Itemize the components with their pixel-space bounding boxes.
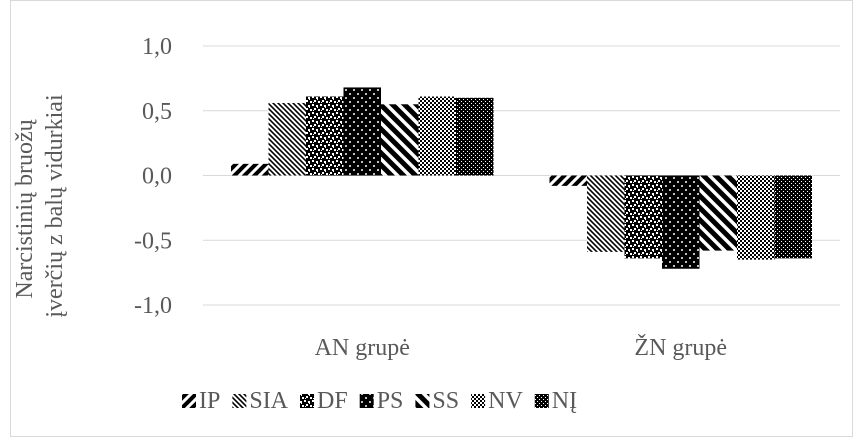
legend-swatch — [471, 394, 486, 408]
y-tick-label: -1,0 — [134, 293, 172, 319]
y-axis-label-line-1: Narcistinių bruožų — [12, 118, 38, 298]
bar-DF-2 — [624, 175, 662, 259]
legend-swatch — [534, 394, 549, 408]
bar-IP-1 — [231, 163, 269, 176]
legend-item-DF: DF — [300, 388, 348, 414]
bar-IP-2 — [549, 175, 587, 186]
legend-swatch — [415, 394, 430, 408]
y-axis-label-line-2: įverčių z balų vidurkiai — [42, 94, 68, 318]
bar-NV-2 — [737, 175, 775, 260]
y-axis-label: Narcistinių bruožų įverčių z balų vidurk… — [12, 94, 68, 318]
bar-NĮ-2 — [774, 175, 812, 259]
legend-swatch — [300, 394, 315, 408]
legend-item-SS: SS — [415, 388, 459, 414]
y-tick-label: 1,0 — [142, 34, 172, 60]
bar-SIA-2 — [587, 175, 625, 252]
bar-NV-1 — [418, 96, 456, 176]
legend-label: NV — [488, 388, 523, 414]
y-tick-label: -0,5 — [134, 228, 172, 254]
legend-label: IP — [199, 388, 220, 414]
y-tick-label: 0,5 — [142, 99, 172, 125]
x-axis-ticks: AN grupė ŽN grupė — [315, 335, 727, 361]
bar-DF-1 — [306, 96, 344, 176]
bar-PS-1 — [343, 87, 381, 176]
bar-SS-1 — [381, 104, 419, 176]
legend: IP SIA DF PS SS NV NĮ — [182, 388, 577, 414]
y-tick-label: 0,0 — [142, 164, 172, 190]
legend-item-NV: NV — [471, 388, 523, 414]
legend-item-SIA: SIA — [232, 388, 289, 414]
legend-swatch — [359, 394, 374, 408]
x-tick-label: ŽN grupė — [634, 335, 727, 361]
legend-swatch — [182, 394, 196, 408]
legend-item-IP: IP — [182, 388, 220, 414]
legend-label: DF — [317, 388, 348, 414]
legend-label: NĮ — [552, 388, 577, 414]
bar-SIA-1 — [268, 102, 306, 176]
bar-PS-2 — [662, 175, 700, 269]
legend-label: SS — [432, 388, 459, 414]
y-axis-ticks: 1,0 0,5 0,0 -0,5 -1,0 — [134, 34, 172, 319]
bar-NĮ-1 — [456, 97, 494, 176]
legend-label: PS — [377, 388, 404, 414]
legend-swatch — [232, 394, 247, 408]
x-tick-label: AN grupė — [315, 335, 410, 361]
legend-item-NĮ: NĮ — [534, 388, 577, 414]
bars — [231, 87, 812, 269]
legend-label: SIA — [249, 388, 288, 414]
bar-SS-2 — [699, 175, 737, 251]
legend-item-PS: PS — [359, 388, 404, 414]
